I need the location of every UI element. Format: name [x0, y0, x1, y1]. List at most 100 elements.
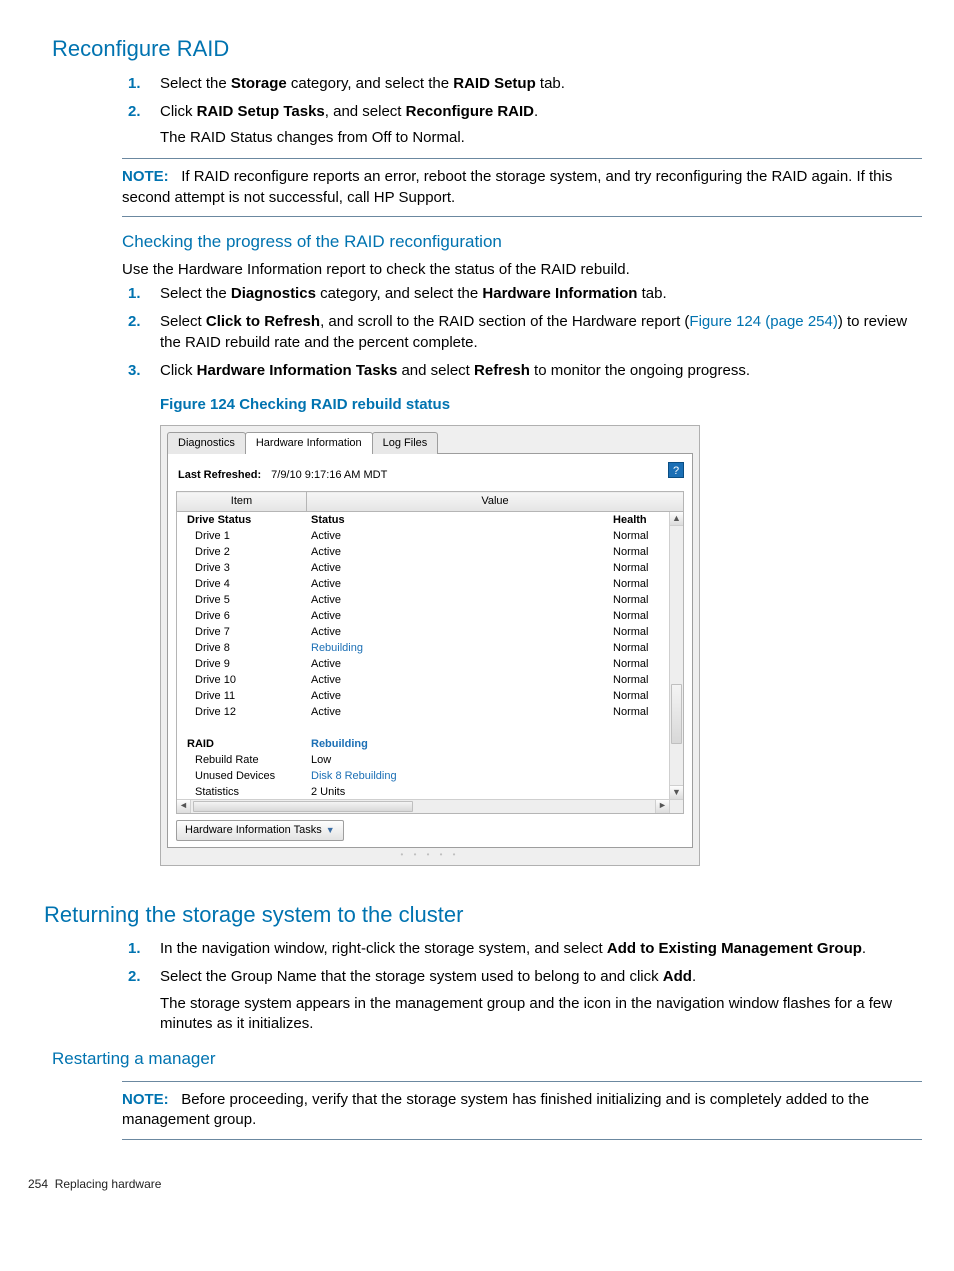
- cell-status: Active: [305, 624, 607, 640]
- cell-item: Drive 6: [177, 608, 305, 624]
- heading-returning-cluster: Returning the storage system to the clus…: [44, 900, 932, 930]
- cell-item: Drive 2: [177, 544, 305, 560]
- table-row[interactable]: Drive 1ActiveNormal: [177, 528, 669, 544]
- hardware-info-tasks-button[interactable]: Hardware Information Tasks▼: [176, 820, 344, 841]
- cell-status: Active: [305, 528, 607, 544]
- tab-diagnostics[interactable]: Diagnostics: [167, 432, 246, 454]
- table-row[interactable]: Drive 4ActiveNormal: [177, 576, 669, 592]
- scroll-thumb[interactable]: [671, 684, 682, 744]
- scroll-down-icon[interactable]: ▼: [670, 785, 683, 799]
- figure-link[interactable]: Figure 124 (page 254): [689, 313, 837, 330]
- cell-item: Drive 3: [177, 560, 305, 576]
- cell-health: Normal: [607, 608, 669, 624]
- cell-health: [607, 784, 669, 799]
- cell-health: Normal: [607, 624, 669, 640]
- step-number: 2.: [128, 312, 141, 332]
- step-1: 1. In the navigation window, right-click…: [122, 939, 922, 959]
- cell-item: Drive 12: [177, 704, 305, 720]
- cell-health: Normal: [607, 688, 669, 704]
- table-row[interactable]: RAIDRebuilding: [177, 736, 669, 752]
- col-item[interactable]: Item: [177, 492, 307, 512]
- cell-status: Status: [305, 512, 607, 528]
- note-text: Before proceeding, verify that the stora…: [122, 1091, 869, 1128]
- cell-item: Drive 5: [177, 592, 305, 608]
- table-row[interactable]: Statistics2 Units: [177, 784, 669, 799]
- note-label: NOTE:: [122, 168, 169, 185]
- table-row[interactable]: Drive 11ActiveNormal: [177, 688, 669, 704]
- table-row[interactable]: Drive 10ActiveNormal: [177, 672, 669, 688]
- cell-status: Active: [305, 608, 607, 624]
- vertical-scrollbar[interactable]: ▲ ▼: [669, 512, 683, 799]
- heading-reconfigure-raid: Reconfigure RAID: [52, 34, 932, 64]
- cell-status: Rebuilding: [305, 640, 607, 656]
- step-2: 2. Select Click to Refresh, and scroll t…: [122, 312, 922, 353]
- note-text: If RAID reconfigure reports an error, re…: [122, 168, 892, 205]
- figure-caption: Figure 124 Checking RAID rebuild status: [160, 395, 922, 415]
- cell-health: Normal: [607, 544, 669, 560]
- dropdown-caret-icon: ▼: [326, 825, 335, 835]
- step-text: Click RAID Setup Tasks, and select Recon…: [160, 103, 538, 120]
- cell-item: Drive Status: [177, 512, 305, 528]
- step-number: 3.: [128, 361, 141, 381]
- cell-health: Normal: [607, 672, 669, 688]
- step-number: 2.: [128, 102, 141, 122]
- table-row[interactable]: Drive 3ActiveNormal: [177, 560, 669, 576]
- returning-steps: 1. In the navigation window, right-click…: [122, 939, 922, 1034]
- cell-health: Normal: [607, 528, 669, 544]
- last-refreshed: Last Refreshed:7/9/10 9:17:16 AM MDT: [178, 468, 682, 483]
- step-number: 1.: [128, 939, 141, 959]
- cell-status: Active: [305, 704, 607, 720]
- note-reconfigure: NOTE: If RAID reconfigure reports an err…: [122, 158, 922, 217]
- cell-status: Active: [305, 560, 607, 576]
- cell-health: Normal: [607, 560, 669, 576]
- step-text: In the navigation window, right-click th…: [160, 940, 866, 957]
- table-row[interactable]: Drive 6ActiveNormal: [177, 608, 669, 624]
- cell-status: Disk 8 Rebuilding: [305, 768, 607, 784]
- cell-health: Normal: [607, 704, 669, 720]
- step-2-result: The storage system appears in the manage…: [160, 994, 922, 1035]
- col-value[interactable]: Value: [307, 492, 684, 512]
- table-row[interactable]: Drive 9ActiveNormal: [177, 656, 669, 672]
- table-row[interactable]: Unused DevicesDisk 8 Rebuilding: [177, 768, 669, 784]
- cell-item: Unused Devices: [177, 768, 305, 784]
- cell-item: Drive 11: [177, 688, 305, 704]
- cell-item: RAID: [177, 736, 305, 752]
- hardware-info-panel: Diagnostics Hardware Information Log Fil…: [160, 425, 700, 865]
- step-2-result: The RAID Status changes from Off to Norm…: [160, 128, 922, 148]
- scroll-left-icon[interactable]: ◄: [177, 800, 191, 813]
- table-row[interactable]: Drive StatusStatusHealth: [177, 512, 669, 528]
- scroll-thumb[interactable]: [193, 801, 413, 812]
- heading-checking-progress: Checking the progress of the RAID reconf…: [122, 231, 932, 254]
- cell-status: Active: [305, 544, 607, 560]
- cell-status: Active: [305, 576, 607, 592]
- cell-health: [607, 768, 669, 784]
- step-2: 2. Select the Group Name that the storag…: [122, 967, 922, 1034]
- tab-bar: Diagnostics Hardware Information Log Fil…: [167, 432, 693, 454]
- horizontal-scrollbar[interactable]: ◄ ►: [177, 799, 669, 813]
- cell-health: Normal: [607, 576, 669, 592]
- cell-status: Active: [305, 672, 607, 688]
- table-row[interactable]: Rebuild RateLow: [177, 752, 669, 768]
- table-row[interactable]: Drive 2ActiveNormal: [177, 544, 669, 560]
- scroll-right-icon[interactable]: ►: [655, 800, 669, 813]
- cell-item: Drive 9: [177, 656, 305, 672]
- resize-grip-icon: • • • • •: [167, 850, 693, 861]
- step-text: Click Hardware Information Tasks and sel…: [160, 362, 750, 379]
- table-row[interactable]: Drive 12ActiveNormal: [177, 704, 669, 720]
- table-row[interactable]: Drive 5ActiveNormal: [177, 592, 669, 608]
- step-text: Select the Storage category, and select …: [160, 75, 565, 92]
- cell-item: Drive 7: [177, 624, 305, 640]
- cell-item: Drive 4: [177, 576, 305, 592]
- cell-status: 2 Units: [305, 784, 607, 799]
- tab-hardware-information[interactable]: Hardware Information: [245, 432, 373, 454]
- cell-item: Rebuild Rate: [177, 752, 305, 768]
- cell-health: Health: [607, 512, 669, 528]
- scroll-up-icon[interactable]: ▲: [670, 512, 683, 526]
- column-header: Item Value: [176, 491, 684, 512]
- table-row[interactable]: Drive 8RebuildingNormal: [177, 640, 669, 656]
- cell-status: Active: [305, 592, 607, 608]
- help-icon[interactable]: ?: [668, 462, 684, 478]
- tab-log-files[interactable]: Log Files: [372, 432, 439, 454]
- checking-steps: 1. Select the Diagnostics category, and …: [122, 284, 922, 381]
- table-row[interactable]: Drive 7ActiveNormal: [177, 624, 669, 640]
